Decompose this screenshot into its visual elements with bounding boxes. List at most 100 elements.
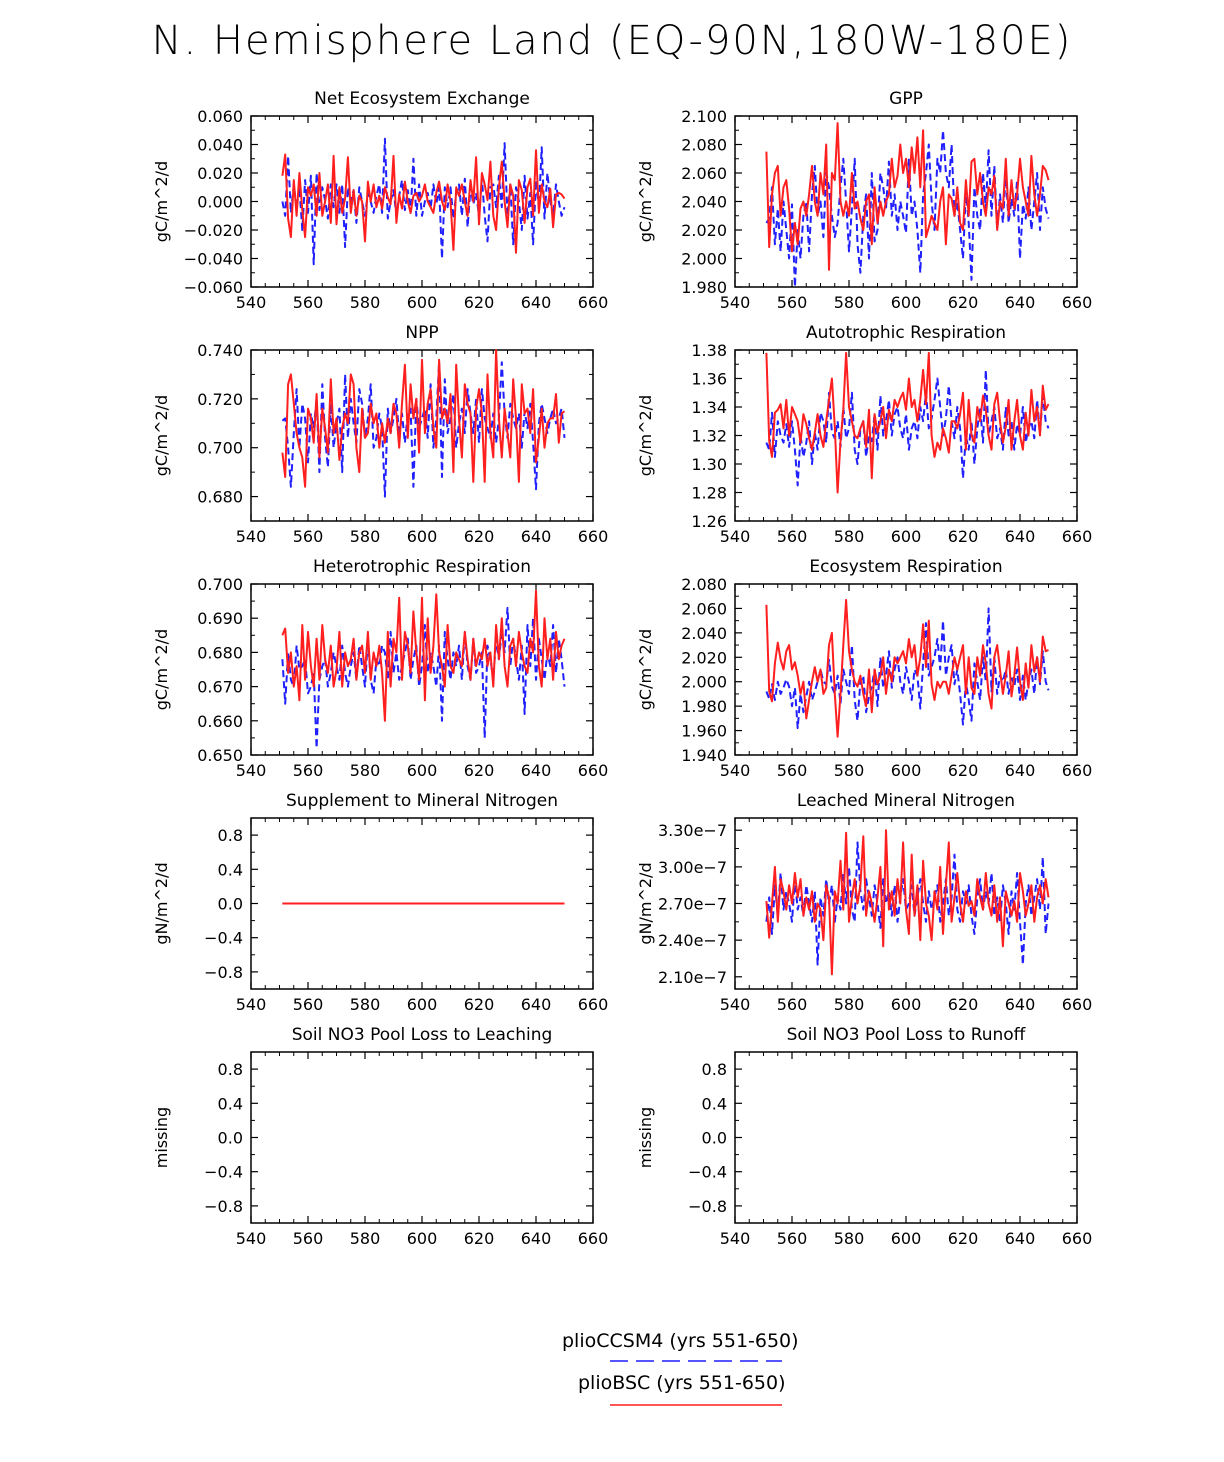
x-tick-label: 580 (350, 1229, 381, 1248)
y-tick-label: 3.00e−7 (658, 858, 727, 877)
x-tick-label: 640 (1005, 761, 1036, 780)
y-tick-label: 2.40e−7 (658, 931, 727, 950)
y-tick-label: 2.10e−7 (658, 968, 727, 987)
x-tick-label: 600 (891, 293, 922, 312)
series-pliobsc-line (281, 349, 566, 488)
x-tick-label: 640 (521, 293, 552, 312)
x-tick-label: 640 (1005, 527, 1036, 546)
y-tick-label: −0.8 (688, 1197, 727, 1216)
y-axis-label: gC/m^2/d (152, 629, 171, 710)
y-tick-label: 2.70e−7 (658, 895, 727, 914)
y-tick-label: 3.30e−7 (658, 821, 727, 840)
y-tick-label: 2.020 (681, 648, 727, 667)
x-tick-label: 620 (948, 761, 979, 780)
x-tick-label: 580 (834, 761, 865, 780)
y-axis-label: gN/m^2/d (152, 862, 171, 944)
y-tick-label: 1.28 (691, 484, 727, 503)
x-tick-label: 640 (521, 527, 552, 546)
x-tick-label: 660 (578, 761, 609, 780)
y-axis-label: gC/m^2/d (636, 395, 655, 476)
y-tick-label: 2.040 (681, 193, 727, 212)
series-pliobsc-line (765, 829, 1050, 976)
series-pliobsc-line (765, 351, 1050, 494)
x-tick-label: 540 (720, 527, 751, 546)
panel-4: 540 560 580 600 620 640 660 1.26 1.28 1.30 1.32 1.3… (636, 323, 1092, 546)
y-tick-label: −0.8 (204, 1197, 243, 1216)
panel-title: Supplement to Mineral Nitrogen (286, 791, 558, 811)
x-tick-label: 620 (464, 527, 495, 546)
x-tick-label: 580 (834, 527, 865, 546)
panel-title: Heterotrophic Respiration (313, 557, 531, 577)
x-tick-label: 560 (777, 995, 808, 1014)
plot-frame (250, 1051, 594, 1224)
y-tick-label: 2.000 (681, 250, 727, 269)
x-tick-label: 560 (777, 761, 808, 780)
x-tick-label: 600 (407, 1229, 438, 1248)
y-tick-label: 0.8 (702, 1060, 727, 1079)
y-axis-label: gN/m^2/d (636, 862, 655, 944)
y-axis-label: gC/m^2/d (152, 395, 171, 476)
x-tick-label: 640 (521, 1229, 552, 1248)
y-tick-label: 0.670 (197, 678, 243, 697)
y-tick-label: 2.080 (681, 136, 727, 155)
legend-entry-pliobsc: plioBSC (yrs 551-650) (578, 1372, 786, 1394)
panel-3: 540 560 580 600 620 640 660 0.680 0.700 0.720 0.74… (152, 323, 608, 546)
y-tick-label: −0.8 (204, 963, 243, 982)
x-tick-label: 600 (891, 1229, 922, 1248)
y-tick-label: 2.080 (681, 575, 727, 594)
x-tick-label: 620 (464, 995, 495, 1014)
series-pliobsc-line (765, 122, 1050, 271)
x-tick-label: 580 (834, 293, 865, 312)
panel-title: Leached Mineral Nitrogen (797, 791, 1015, 811)
y-tick-label: 1.940 (681, 746, 727, 765)
x-tick-label: 660 (578, 1229, 609, 1248)
x-tick-label: 600 (407, 995, 438, 1014)
panel-title: Net Ecosystem Exchange (314, 89, 530, 109)
x-tick-label: 560 (777, 1229, 808, 1248)
x-tick-label: 660 (578, 995, 609, 1014)
y-tick-label: 2.060 (681, 599, 727, 618)
y-tick-label: 0.0 (218, 895, 243, 914)
x-tick-label: 660 (1062, 293, 1093, 312)
y-tick-label: 0.660 (197, 712, 243, 731)
x-tick-label: 600 (407, 527, 438, 546)
x-tick-label: 640 (521, 995, 552, 1014)
x-tick-label: 620 (948, 293, 979, 312)
y-axis-label: gC/m^2/d (152, 161, 171, 242)
x-tick-label: 580 (350, 293, 381, 312)
x-tick-label: 560 (293, 1229, 324, 1248)
series-pliobsc-line (281, 149, 566, 254)
x-tick-label: 640 (1005, 293, 1036, 312)
y-tick-label: 0.680 (197, 488, 243, 507)
y-axis-label: missing (636, 1107, 655, 1168)
y-tick-label: 1.34 (691, 398, 727, 417)
y-tick-label: −0.4 (688, 1163, 727, 1182)
x-tick-label: 560 (293, 995, 324, 1014)
y-tick-label: 0.4 (702, 1094, 727, 1113)
x-tick-label: 600 (407, 293, 438, 312)
y-tick-label: 1.26 (691, 512, 727, 531)
y-tick-label: 0.650 (197, 746, 243, 765)
y-axis-label: gC/m^2/d (636, 629, 655, 710)
y-tick-label: 1.980 (681, 697, 727, 716)
x-tick-label: 660 (1062, 761, 1093, 780)
y-tick-label: 0.700 (197, 439, 243, 458)
panel-6: 540 560 580 600 620 640 660 1.940 1.960 1.980 2.00… (636, 557, 1092, 780)
y-tick-label: −0.4 (204, 929, 243, 948)
y-tick-label: −0.040 (184, 250, 243, 269)
plot-frame (734, 1051, 1078, 1224)
y-tick-label: −0.4 (204, 1163, 243, 1182)
y-axis-label: gC/m^2/d (636, 161, 655, 242)
x-tick-label: 620 (464, 761, 495, 780)
x-tick-label: 560 (293, 527, 324, 546)
x-tick-label: 560 (777, 293, 808, 312)
x-tick-label: 600 (891, 527, 922, 546)
y-tick-label: 2.100 (681, 107, 727, 126)
x-tick-label: 540 (236, 527, 267, 546)
y-tick-label: 1.36 (691, 370, 727, 389)
x-tick-label: 620 (464, 1229, 495, 1248)
y-tick-label: 0.700 (197, 575, 243, 594)
x-tick-label: 620 (464, 293, 495, 312)
panel-1: 540 560 580 600 620 640 660 −0.060 −0.040 −0.020 0… (152, 89, 608, 312)
x-tick-label: 540 (720, 995, 751, 1014)
